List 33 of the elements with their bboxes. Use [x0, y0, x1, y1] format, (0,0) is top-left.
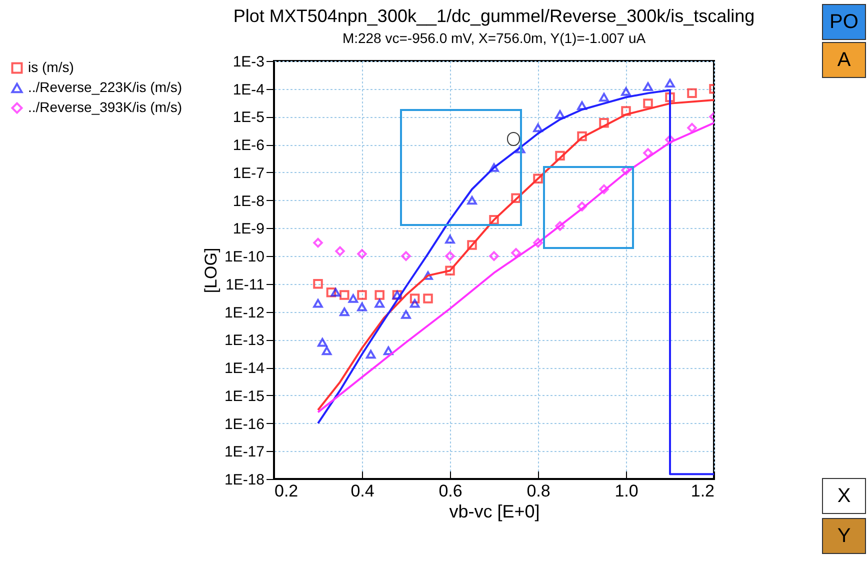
y-tick-label: 1E-12 [224, 304, 264, 322]
y-tick-label: 1E-16 [224, 416, 264, 433]
x-tick-label: 0.2 [274, 482, 298, 500]
y-tick-label: 1E-13 [224, 332, 264, 350]
x-axis-title: vb-vc [E+0] [449, 502, 540, 522]
x-tick-label: 0.8 [526, 482, 550, 500]
y-tick-label: 1E-17 [224, 444, 264, 461]
y-tick-label: 1E-9 [232, 220, 264, 238]
chart-subtitle: M:228 vc=-956.0 mV, X=756.0m, Y(1)=-1.007 uA [342, 30, 646, 46]
y-tick-label: 1E-5 [232, 109, 264, 126]
legend-label: ../Reverse_223K/is (m/s) [28, 79, 182, 95]
text: PO [822, 4, 866, 40]
y-tick-label: 1E-7 [232, 164, 264, 182]
text: A [822, 42, 866, 78]
y-axis-title: [LOG] [201, 248, 220, 294]
x-tick-label: 1.2 [690, 482, 714, 500]
y-tick-label: 1E-4 [232, 81, 264, 98]
text: Y [822, 518, 866, 554]
y-tick-label: 1E-8 [232, 192, 264, 210]
y-tick-label: 1E-10 [224, 248, 264, 266]
y-tick-label: 1E-14 [224, 360, 264, 378]
x-tick-label: 1.0 [614, 482, 638, 500]
y-tick-label: 1E-11 [226, 276, 264, 294]
x-tick-label: 0.6 [438, 482, 462, 500]
text: X [822, 478, 866, 514]
x-tick-label: 0.4 [350, 482, 374, 500]
legend-label: ../Reverse_393K/is (m/s) [28, 99, 182, 115]
legend-label: is (m/s) [28, 59, 74, 75]
y-tick-label: 1E-15 [224, 388, 264, 405]
y-tick-label: 1E-6 [232, 137, 264, 154]
y-tick-label: 1E-3 [232, 54, 264, 70]
chart-title: Plot MXT504npn_300k__1/dc_gummel/Reverse_300k/is_tscaling [233, 6, 755, 26]
y-tick-label: 1E-18 [224, 472, 264, 488]
